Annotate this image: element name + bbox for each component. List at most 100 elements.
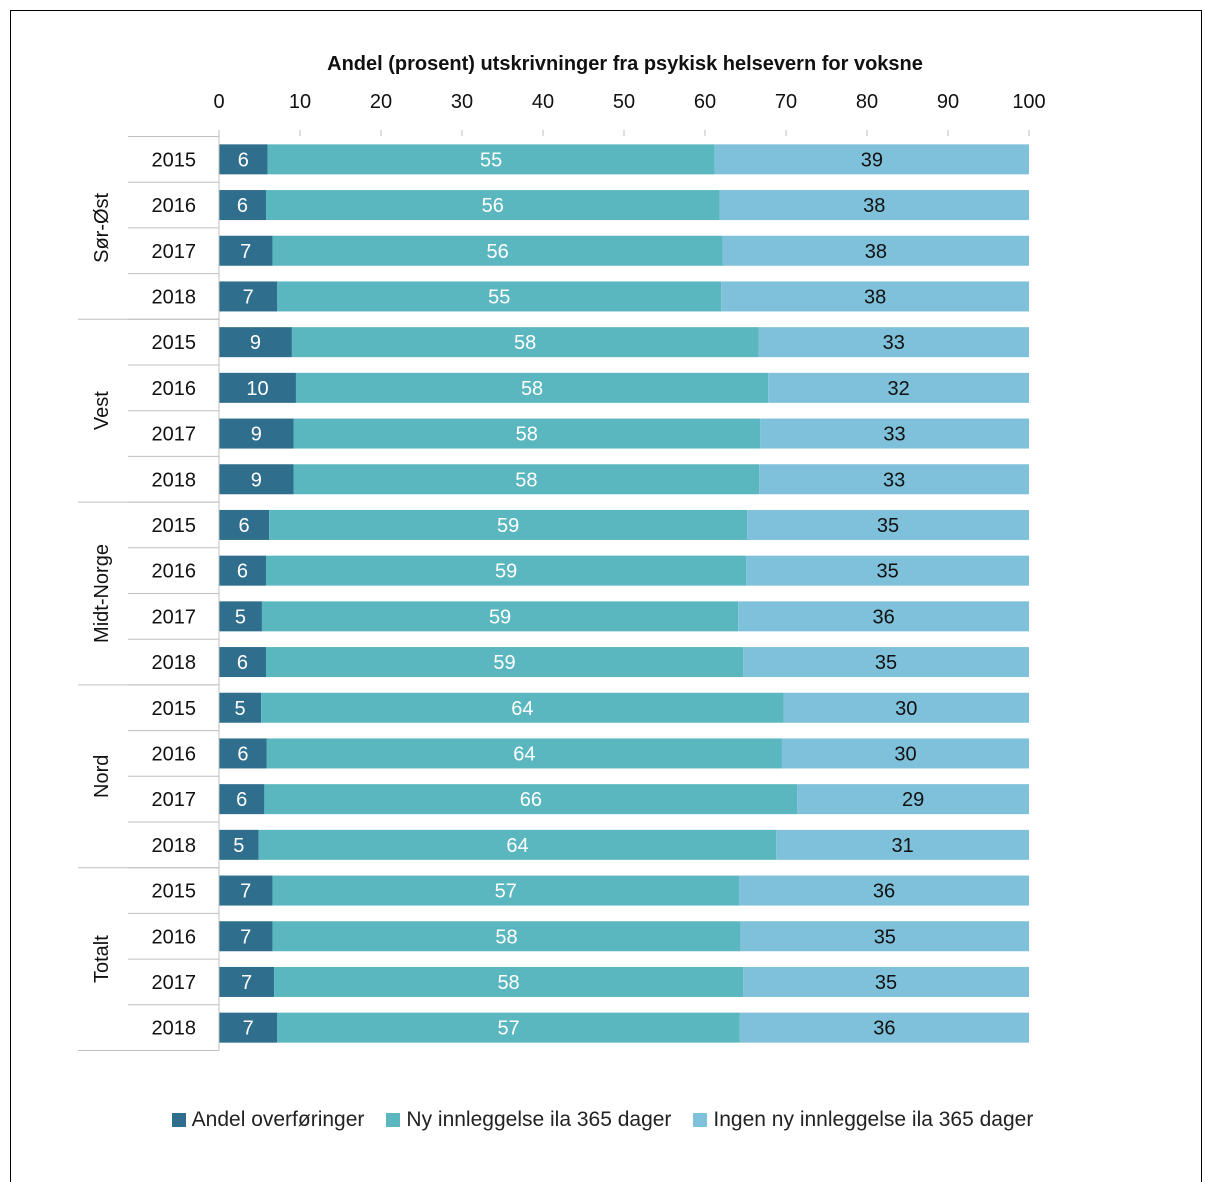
bar-segment [295,372,769,403]
bar-segment [714,144,1029,175]
bar-segment [783,692,1029,723]
legend-label: Ny innleggelse ila 365 dager [406,1108,672,1131]
y-group-label: Vest [91,391,113,430]
bar-segment [274,966,744,997]
legend: Andel overføringer Ny innleggelse ila 365… [0,1103,1205,1137]
data-label: 56 [482,195,504,217]
x-tick-label: 10 [289,91,311,113]
y-category-year: 2016 [152,378,197,400]
bar-segment [219,829,259,860]
x-tick-label: 90 [937,91,959,113]
bar-segment [219,875,273,906]
bar-segment [743,647,1029,678]
bar-segment [219,464,294,495]
bar-segment [219,966,275,997]
x-tick-label: 50 [613,91,635,113]
bar-segment [781,738,1029,769]
data-label: 9 [251,424,262,446]
bar-segment [740,921,1029,952]
bar-segment [219,692,262,723]
legend-item: Ingen ny innleggelse ila 365 dager [693,1108,1033,1132]
y-group-label: Totalt [91,935,113,983]
bar-segment [219,1012,278,1043]
bar-segment [265,647,744,678]
bar-segment [265,555,747,586]
bar-segment [293,418,761,449]
data-label: 59 [497,515,519,537]
y-category-year: 2016 [152,743,197,765]
legend-swatch [386,1113,401,1127]
data-label: 7 [243,1018,254,1040]
bar-segment [722,235,1029,266]
x-tick-label: 80 [856,91,878,113]
data-label: 33 [883,332,905,354]
y-category-year: 2015 [152,698,197,720]
data-label: 64 [506,835,528,857]
bar-segment [219,555,266,586]
bar-segment [219,235,273,266]
bar-segment [265,190,720,221]
data-label: 7 [241,972,252,994]
y-category-year: 2015 [152,881,197,903]
chart-title: Andel (prosent) utskrivninger fra psykis… [327,53,923,75]
data-label: 64 [513,743,535,765]
bar-segment [747,509,1029,540]
data-label: 36 [873,1018,895,1040]
y-category-year: 2017 [152,424,197,446]
bar-segment [776,829,1029,860]
data-label: 30 [894,743,916,765]
y-category-year: 2015 [152,332,197,354]
bar-segment [760,418,1029,449]
x-tick-label: 100 [1012,91,1045,113]
data-label: 35 [874,926,896,948]
data-label: 58 [516,424,538,446]
y-category-year: 2017 [152,606,197,628]
bar-segment [219,601,262,632]
y-category-year: 2015 [152,515,197,537]
data-label: 59 [493,652,515,674]
x-axis-ticks: 0 10 20 30 40 50 60 70 80 90 100 [213,91,1046,136]
data-label: 58 [514,332,536,354]
stacked-bar-chart: Andel (prosent) utskrivninger fra psykis… [78,53,1046,1051]
bar-segment [719,190,1029,221]
x-tick-label: 30 [451,91,473,113]
legend-item: Ny innleggelse ila 365 dager [386,1108,671,1132]
data-label: 56 [487,241,509,263]
data-label: 55 [480,149,502,171]
y-category-year: 2015 [152,149,197,171]
y-category-year: 2016 [152,195,197,217]
data-label: 6 [236,789,247,811]
data-label: 5 [233,835,244,857]
data-label: 58 [495,926,517,948]
y-category-year: 2017 [152,241,197,263]
bar-segment [768,372,1029,403]
data-label: 64 [511,698,533,720]
bar-segment [219,509,270,540]
y-group-label: Sør-Øst [91,192,113,262]
bar-segment [267,144,715,175]
bar-segment [277,281,722,312]
data-label: 6 [237,743,248,765]
data-label: 55 [488,286,510,308]
y-category-year: 2018 [152,469,197,491]
bar-segment [269,509,748,540]
data-label: 5 [234,698,245,720]
data-label: 7 [240,241,251,263]
bar-segment [219,281,278,312]
y-category-year: 2018 [152,1018,197,1040]
bar-segment [738,601,1029,632]
legend-swatch [693,1113,708,1127]
bar-segment [264,784,798,815]
data-label: 36 [872,606,894,628]
x-tick-label: 40 [532,91,554,113]
bar-segment [739,1012,1029,1043]
y-category-year: 2017 [152,789,197,811]
y-category-year: 2016 [152,561,197,583]
data-label: 9 [250,332,261,354]
data-label: 58 [497,972,519,994]
data-label: 6 [237,195,248,217]
data-label: 36 [873,881,895,903]
data-label: 58 [521,378,543,400]
data-label: 66 [520,789,542,811]
bar-segment [266,738,782,769]
